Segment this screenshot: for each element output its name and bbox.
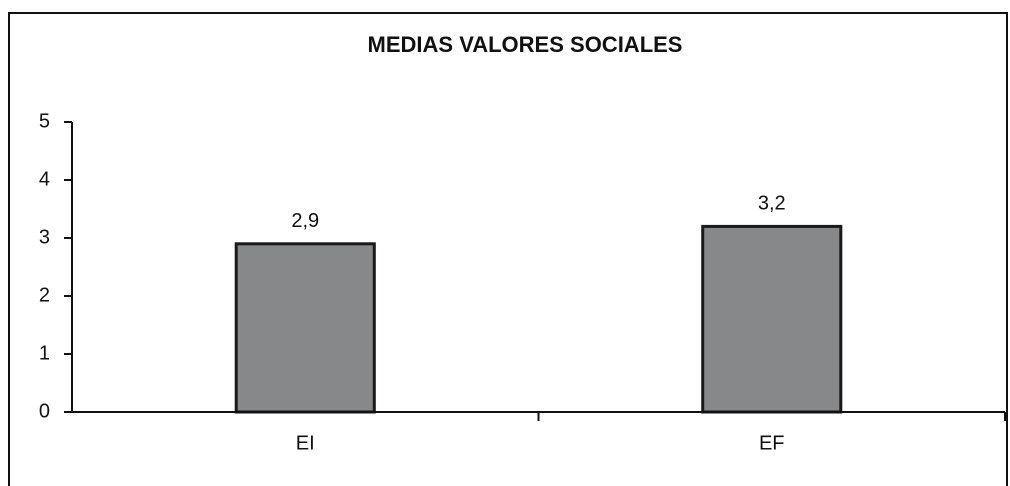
y-tick-label: 5 [39, 110, 50, 132]
chart-frame [8, 12, 1008, 486]
y-tick-label: 1 [39, 342, 50, 364]
chart-title: MEDIAS VALORES SOCIALES [368, 32, 683, 57]
value-label: 3,2 [758, 193, 786, 215]
x-tick-label: EI [296, 432, 315, 454]
value-label: 2,9 [291, 210, 319, 232]
y-tick-label: 3 [39, 226, 50, 248]
y-tick-label: 0 [39, 400, 50, 422]
y-tick-label: 2 [39, 284, 50, 306]
bar [701, 224, 843, 414]
y-tick-label: 4 [39, 168, 50, 190]
x-tick-label: EF [759, 432, 785, 454]
bar [234, 242, 376, 414]
